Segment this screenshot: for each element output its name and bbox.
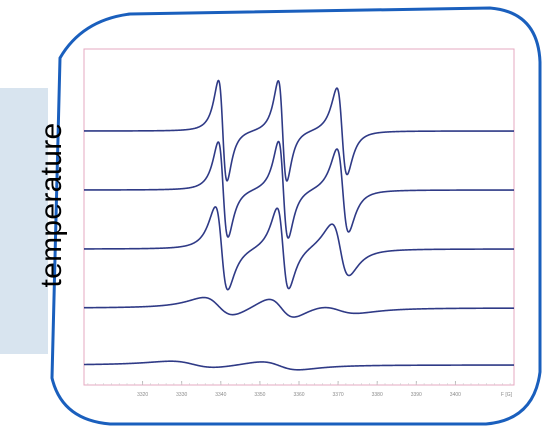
plot-area-border (83, 48, 515, 386)
spectrum-trace-4 (83, 296, 515, 318)
side-label-band (0, 88, 48, 354)
x-tick-label: 3360 (293, 392, 304, 398)
x-tick-label: 3340 (215, 392, 226, 398)
x-tick-label: 3400 (450, 392, 461, 398)
spectrum-trace-3 (83, 206, 515, 291)
spectrum-trace-2 (83, 140, 515, 239)
x-unit-label: F [G] (501, 392, 513, 398)
x-tick-label: 3390 (411, 392, 422, 398)
x-tick-label: 3330 (176, 392, 187, 398)
x-tick-label: 3320 (137, 392, 148, 398)
spectrum-trace-5 (83, 360, 515, 371)
x-tick-label: 3380 (372, 392, 383, 398)
x-tick-label: 3370 (333, 392, 344, 398)
spectrum-trace-1 (83, 79, 515, 182)
x-tick-label: 3350 (254, 392, 265, 398)
